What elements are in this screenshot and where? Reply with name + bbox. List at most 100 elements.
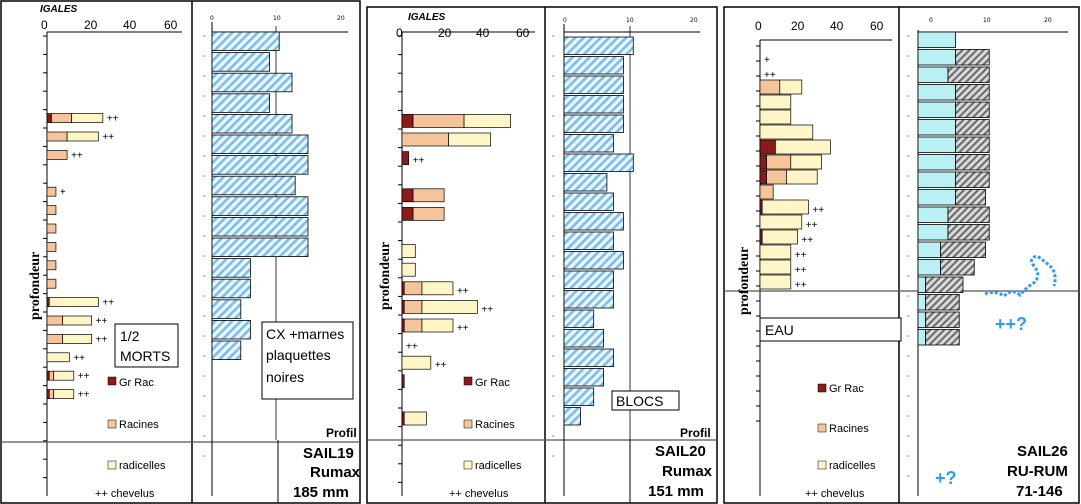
- panel-1-stone-bar: [211, 93, 270, 113]
- panel-2-stone-bar: [563, 153, 634, 172]
- panel-1-chevelus-label: ++: [107, 114, 119, 125]
- panel-1-stone-bar: [211, 155, 309, 175]
- panel-1-stone-bar: [211, 340, 242, 361]
- panel-1-root-tick-1: 20: [84, 18, 98, 32]
- panel-3-stone-bar-cyan: [917, 171, 956, 188]
- panel-1-radicelles-bar: [62, 315, 93, 326]
- panel-2-stone-bar: [563, 309, 595, 328]
- panel-2-stone-bar: [563, 75, 624, 94]
- panel-3-radicelles-bar: [759, 214, 803, 230]
- panel-3-depth-mark: ʻʻ: [907, 315, 910, 322]
- panel-3-depth-mark: ʻʻ: [907, 455, 910, 462]
- panel-1-racines-bar: [46, 131, 68, 142]
- panel-2-stone-bar: [563, 212, 624, 231]
- panel-1-radicelles-bar: [48, 297, 99, 307]
- panel-1-chevelus-label: ++: [78, 390, 90, 401]
- panel-2: IGALES 0 20 40 60 0 10 20 profondeur BLO…: [367, 7, 717, 503]
- panel-2-depth-mark: ʻʻ: [552, 235, 555, 242]
- panel-1-racines-bar: [46, 315, 63, 326]
- panel-2-chevelus-label: ++: [457, 286, 469, 297]
- panel-2-root-tick-2: 40: [476, 26, 490, 40]
- panel-1-title-line-2: Rumax: [310, 464, 361, 481]
- panel-2-legend-gr-rac-swatch: [463, 376, 473, 386]
- panel-3-stone-bar-dark: [955, 154, 990, 171]
- panel-2-depth-mark: ʻʻ: [552, 275, 555, 282]
- panel-2-racines-bar: [403, 281, 423, 296]
- panel-1-radicelles-bar: [53, 370, 75, 381]
- panel-3-legend-radicelles: radicelles: [829, 460, 876, 472]
- panel-3-stone-bar-dark: [947, 66, 990, 83]
- panel-3-stone-bar-cyan: [917, 136, 956, 153]
- panel-2-racines-bar: [403, 318, 423, 333]
- panel-1-note-stone-line-1: CX +marnes: [266, 326, 344, 342]
- panel-2-racines-bar: [412, 114, 465, 128]
- panel-3-stone-bar-dark: [955, 49, 990, 66]
- panel-3-legend-racines-swatch: [817, 423, 827, 433]
- panel-1-depth-mark: ʻʻ: [203, 115, 206, 122]
- panel-2-depth-mark: ʻʻ: [552, 75, 555, 82]
- panel-2-stone-bar: [563, 56, 624, 75]
- panel-1-root-tick-0: 0: [41, 18, 48, 32]
- panel-1-ylabel: profondeur: [28, 252, 43, 320]
- panel-2-depth-mark: ʻʻ: [552, 35, 555, 42]
- panel-1-racines-bar: [48, 370, 55, 381]
- panel-2-title-line-1: SAIL20: [655, 443, 706, 460]
- panel-3-stone-bar-dark: [955, 136, 990, 153]
- panel-3-radicelles-bar: [759, 124, 814, 140]
- panel-1-depth-mark: ʻʻ: [203, 95, 206, 102]
- panel-1-stone-bar: [211, 196, 309, 216]
- panel-3-stone-bar-cyan: [917, 119, 956, 136]
- panel-3-stone-bar-cyan: [917, 66, 949, 83]
- panel-2-chevelus-label: ++: [481, 304, 493, 315]
- panel-1-stone-bar: [211, 72, 293, 93]
- panel-2-legend-racines-swatch: [463, 419, 473, 429]
- panel-3-stone-bar-dark: [925, 311, 960, 328]
- panel-3-title-line-1: SAIL26: [1017, 443, 1068, 460]
- panel-3-chevelus-label: ++: [806, 220, 818, 231]
- panel-3-stone-bar-dark: [925, 294, 960, 311]
- panel-3-radicelles-bar: [786, 169, 818, 185]
- panel-2-ylabel: profondeur: [378, 242, 393, 310]
- panel-3-root-tick-2: 40: [830, 19, 844, 33]
- panel-2-stone-bar: [563, 407, 581, 426]
- panel-3-stone-bar-cyan: [917, 294, 926, 311]
- panel-1-racines-bar: [46, 242, 57, 252]
- panel-2-depth-mark: ʻʻ: [552, 135, 555, 142]
- panel-2-depth-mark: ʻʻ: [552, 255, 555, 262]
- panel-3-legend-chevelus: ++ chevelus: [805, 488, 865, 500]
- panel-3-depth-mark: ʻʻ: [907, 215, 910, 222]
- panel-1-stone-bar: [211, 134, 309, 155]
- panel-3-stone-bar-cyan: [917, 84, 956, 101]
- panel-3-chevelus-label: ++: [795, 280, 807, 291]
- panel-3-radicelles-bar: [759, 259, 792, 275]
- panel-2-stone-bar: [563, 114, 624, 133]
- panel-1-legend-gr-rac-swatch: [107, 376, 117, 386]
- panel-3-stone-bar-dark: [925, 329, 960, 346]
- panel-2-stone-bar: [563, 290, 614, 309]
- panel-3-gr-rac-bar: [759, 169, 767, 185]
- panel-2-depth-mark: ʻʻ: [552, 215, 555, 222]
- panel-2-stone-bar: [563, 36, 634, 55]
- panel-1-racines-bar: [46, 223, 57, 234]
- panel-3-radicelles-bar: [761, 229, 798, 245]
- panel-3-note-stone-1: ++?: [995, 314, 1027, 334]
- panel-1-depth-mark: ʻʻ: [203, 35, 206, 42]
- panel-3-stone-tick-1: 10: [983, 17, 991, 24]
- panel-3-depth-mark: ʻʻ: [907, 435, 910, 442]
- panel-3-stone-bar-cyan: [917, 329, 926, 346]
- panel-1-depth-mark: ʻʻ: [203, 295, 206, 302]
- panel-1-racines-bar: [46, 205, 57, 215]
- panel-3-racines-bar: [766, 169, 787, 185]
- panel-2-gr-rac-bar: [401, 207, 414, 221]
- panel-2-depth-mark: ʻʻ: [552, 55, 555, 62]
- panel-2-depth-mark: ʻʻ: [552, 415, 555, 422]
- panel-1-stone-tick-2: 20: [337, 15, 345, 22]
- panel-2-legend-chevelus: ++ chevelus: [449, 488, 509, 500]
- panel-2-legend-radicelles-swatch: [463, 460, 473, 470]
- panel-1-stone-bar: [211, 258, 251, 278]
- panel-1-logo: IGALES: [40, 4, 78, 15]
- panel-3-legend-racines: Racines: [829, 423, 869, 435]
- panel-2-depth-mark: ʻʻ: [552, 335, 555, 342]
- panel-1-title-line-1: SAIL19: [303, 445, 354, 462]
- panel-3-title-line-2: RU-RUM: [1007, 463, 1068, 480]
